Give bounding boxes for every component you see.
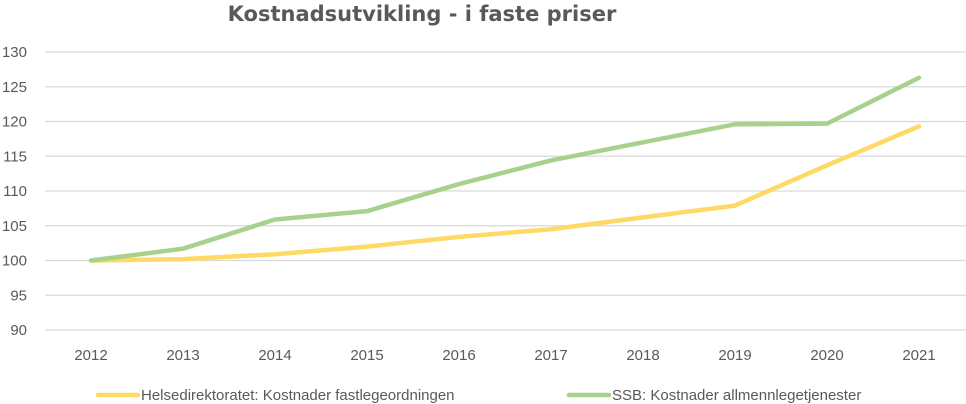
y-tick-label: 130 [2, 44, 27, 61]
x-tick-label: 2016 [442, 347, 475, 364]
legend-label: SSB: Kostnader allmennlegetjenester [612, 387, 861, 404]
y-tick-label: 110 [3, 183, 27, 200]
y-tick-label: 115 [3, 148, 27, 165]
x-tick-label: 2013 [166, 347, 199, 364]
gridlines [45, 51, 966, 331]
legend-item: SSB: Kostnader allmennlegetjenester [566, 387, 861, 404]
y-tick-label: 125 [2, 79, 27, 96]
x-tick-label: 2015 [350, 347, 383, 364]
x-tick-label: 2017 [534, 347, 567, 364]
x-tick-label: 2014 [258, 347, 291, 364]
x-tick-label: 2020 [810, 347, 843, 364]
y-tick-label: 90 [10, 322, 27, 339]
legend-label: Helsedirektoratet: Kostnader fastlegeord… [141, 387, 455, 404]
x-axis-ticks: 2012 2013 2014 2015 2016 2017 2018 2019 2020 2021 [74, 347, 935, 364]
chart-title: Kostnadsutvikling - i faste priser [228, 2, 617, 26]
x-tick-label: 2019 [718, 347, 751, 364]
y-tick-label: 100 [2, 253, 27, 270]
legend: Helsedirektoratet: Kostnader fastlegeord… [95, 387, 861, 404]
x-tick-label: 2018 [626, 347, 659, 364]
legend-item: Helsedirektoratet: Kostnader fastlegeord… [95, 387, 455, 404]
series-lines [88, 75, 922, 263]
y-axis-ticks: 90 95 100 105 110 115 120 125 130 [2, 44, 27, 339]
series-line-1 [88, 124, 922, 263]
y-tick-label: 95 [10, 287, 27, 304]
x-tick-label: 2012 [74, 347, 107, 364]
y-tick-label: 120 [2, 114, 27, 131]
y-tick-label: 105 [2, 218, 27, 235]
series-line-2 [88, 75, 922, 263]
x-tick-label: 2021 [902, 347, 935, 364]
